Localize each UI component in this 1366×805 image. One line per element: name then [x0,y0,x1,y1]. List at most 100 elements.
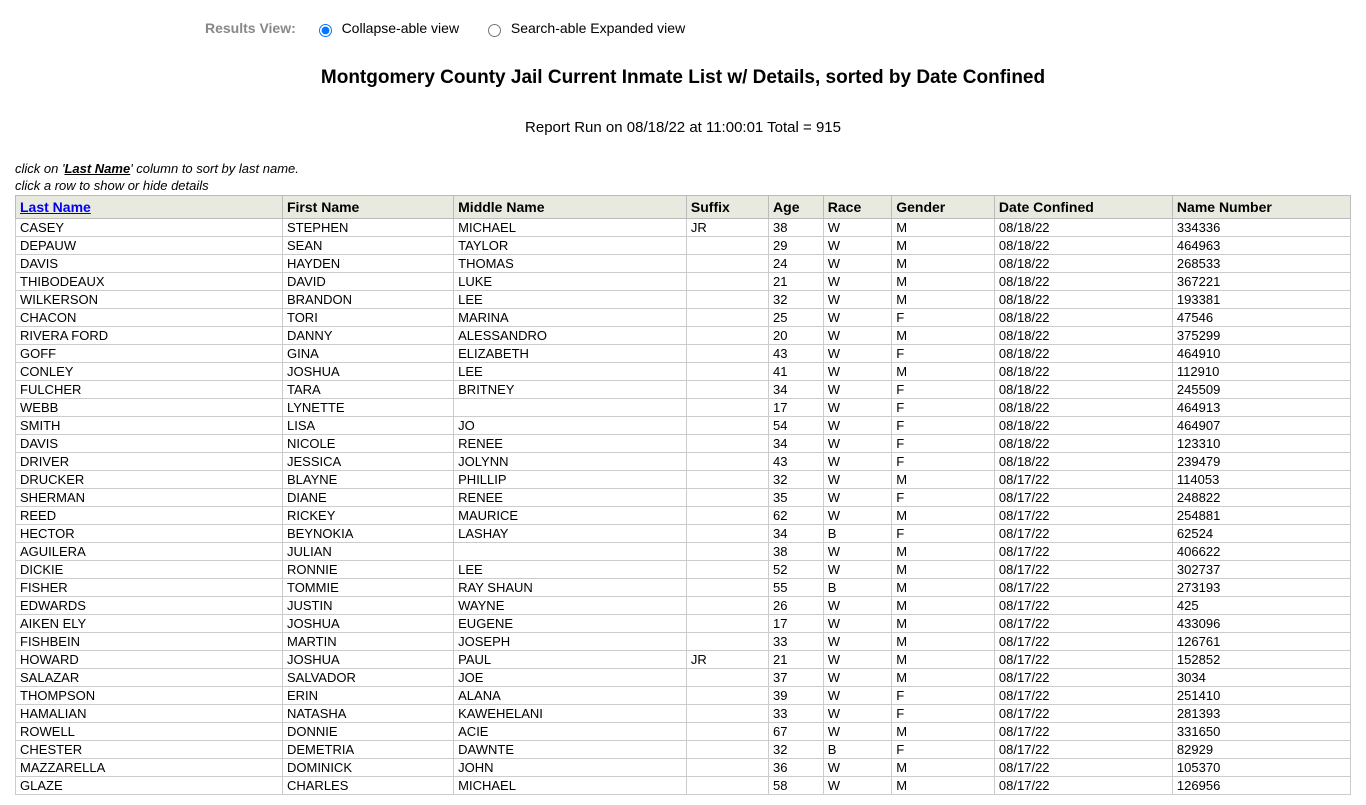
table-row[interactable]: THOMPSONERINALANA39WF08/17/22251410 [16,687,1351,705]
table-cell: PAUL [454,651,687,669]
table-cell: M [892,363,995,381]
col-last-name[interactable]: Last Name [16,196,283,219]
table-row[interactable]: AIKEN ELYJOSHUAEUGENE17WM08/17/22433096 [16,615,1351,633]
table-row[interactable]: SMITHLISAJO54WF08/18/22464907 [16,417,1351,435]
table-cell: GLAZE [16,777,283,795]
table-row[interactable]: DEPAUWSEANTAYLOR29WM08/18/22464963 [16,237,1351,255]
table-cell [686,381,768,399]
table-cell: CASEY [16,219,283,237]
table-cell: DAVID [282,273,453,291]
table-cell: W [823,255,891,273]
table-cell: M [892,561,995,579]
table-cell: RICKEY [282,507,453,525]
table-row[interactable]: CHACONTORIMARINA25WF08/18/2247546 [16,309,1351,327]
table-row[interactable]: SALAZARSALVADORJOE37WM08/17/223034 [16,669,1351,687]
table-cell: M [892,615,995,633]
table-row[interactable]: CHESTERDEMETRIADAWNTE32BF08/17/2282929 [16,741,1351,759]
radio-collapse[interactable] [319,24,332,37]
table-cell: 08/18/22 [994,327,1172,345]
table-cell: M [892,633,995,651]
table-cell: M [892,651,995,669]
table-row[interactable]: FULCHERTARABRITNEY34WF08/18/22245509 [16,381,1351,399]
col-name-number: Name Number [1172,196,1350,219]
table-cell: MAURICE [454,507,687,525]
table-row[interactable]: CASEYSTEPHENMICHAELJR38WM08/18/22334336 [16,219,1351,237]
table-row[interactable]: HOWARDJOSHUAPAULJR21WM08/17/22152852 [16,651,1351,669]
table-cell: JR [686,651,768,669]
radio-expanded[interactable] [488,24,501,37]
table-row[interactable]: WILKERSONBRANDONLEE32WM08/18/22193381 [16,291,1351,309]
table-row[interactable]: RIVERA FORDDANNYALESSANDRO20WM08/18/2237… [16,327,1351,345]
table-row[interactable]: CONLEYJOSHUALEE41WM08/18/22112910 [16,363,1351,381]
table-cell: 34 [769,525,824,543]
table-cell: W [823,273,891,291]
table-cell: RONNIE [282,561,453,579]
table-row[interactable]: DAVISHAYDENTHOMAS24WM08/18/22268533 [16,255,1351,273]
table-cell: 55 [769,579,824,597]
table-cell: 281393 [1172,705,1350,723]
table-cell: SHERMAN [16,489,283,507]
table-cell: LISA [282,417,453,435]
table-cell: W [823,669,891,687]
table-row[interactable]: GOFFGINAELIZABETH43WF08/18/22464910 [16,345,1351,363]
table-cell: SMITH [16,417,283,435]
table-cell [686,579,768,597]
table-cell: SALVADOR [282,669,453,687]
table-cell: F [892,453,995,471]
table-cell: W [823,327,891,345]
table-cell: 08/17/22 [994,507,1172,525]
table-cell: 464913 [1172,399,1350,417]
table-cell: 24 [769,255,824,273]
table-row[interactable]: DRIVERJESSICAJOLYNN43WF08/18/22239479 [16,453,1351,471]
report-run-info: Report Run on 08/18/22 at 11:00:01 Total… [15,119,1351,136]
table-row[interactable]: WEBBLYNETTE17WF08/18/22464913 [16,399,1351,417]
table-row[interactable]: FISHERTOMMIERAY SHAUN55BM08/17/22273193 [16,579,1351,597]
table-row[interactable]: GLAZECHARLESMICHAEL58WM08/17/22126956 [16,777,1351,795]
table-cell: 08/17/22 [994,723,1172,741]
table-row[interactable]: ROWELLDONNIEACIE67WM08/17/22331650 [16,723,1351,741]
table-row[interactable]: FISHBEINMARTINJOSEPH33WM08/17/22126761 [16,633,1351,651]
table-cell: 193381 [1172,291,1350,309]
table-row[interactable]: DICKIERONNIELEE52WM08/17/22302737 [16,561,1351,579]
table-cell: W [823,687,891,705]
table-row[interactable]: AGUILERAJULIAN38WM08/17/22406622 [16,543,1351,561]
table-row[interactable]: SHERMANDIANERENEE35WF08/17/22248822 [16,489,1351,507]
table-cell: BEYNOKIA [282,525,453,543]
table-cell [686,777,768,795]
table-cell: F [892,705,995,723]
table-cell: 32 [769,741,824,759]
table-cell: 334336 [1172,219,1350,237]
table-cell: 08/17/22 [994,651,1172,669]
table-cell: LYNETTE [282,399,453,417]
table-cell: JR [686,219,768,237]
table-cell: F [892,381,995,399]
radio-option-expanded[interactable]: Search-able Expanded view [483,20,685,36]
table-cell: EUGENE [454,615,687,633]
table-cell: RENEE [454,489,687,507]
table-cell: JOSHUA [282,651,453,669]
table-cell: 464910 [1172,345,1350,363]
table-cell: 08/18/22 [994,399,1172,417]
table-row[interactable]: DRUCKERBLAYNEPHILLIP32WM08/17/22114053 [16,471,1351,489]
table-cell [454,399,687,417]
table-row[interactable]: HECTORBEYNOKIALASHAY34BF08/17/2262524 [16,525,1351,543]
table-cell [686,399,768,417]
table-cell: W [823,507,891,525]
table-cell: 08/18/22 [994,219,1172,237]
sort-last-name-link[interactable]: Last Name [20,199,91,215]
table-row[interactable]: THIBODEAUXDAVIDLUKE21WM08/18/22367221 [16,273,1351,291]
table-cell: 3034 [1172,669,1350,687]
radio-option-collapse[interactable]: Collapse-able view [314,20,463,36]
table-cell: 38 [769,219,824,237]
table-row[interactable]: HAMALIANNATASHAKAWEHELANI33WF08/17/22281… [16,705,1351,723]
table-cell: HAMALIAN [16,705,283,723]
table-cell: PHILLIP [454,471,687,489]
table-row[interactable]: REEDRICKEYMAURICE62WM08/17/22254881 [16,507,1351,525]
table-cell: 406622 [1172,543,1350,561]
table-row[interactable]: DAVISNICOLERENEE34WF08/18/22123310 [16,435,1351,453]
table-cell: 20 [769,327,824,345]
table-cell: JESSICA [282,453,453,471]
table-cell [686,507,768,525]
table-row[interactable]: EDWARDSJUSTINWAYNE26WM08/17/22425 [16,597,1351,615]
table-cell: CONLEY [16,363,283,381]
